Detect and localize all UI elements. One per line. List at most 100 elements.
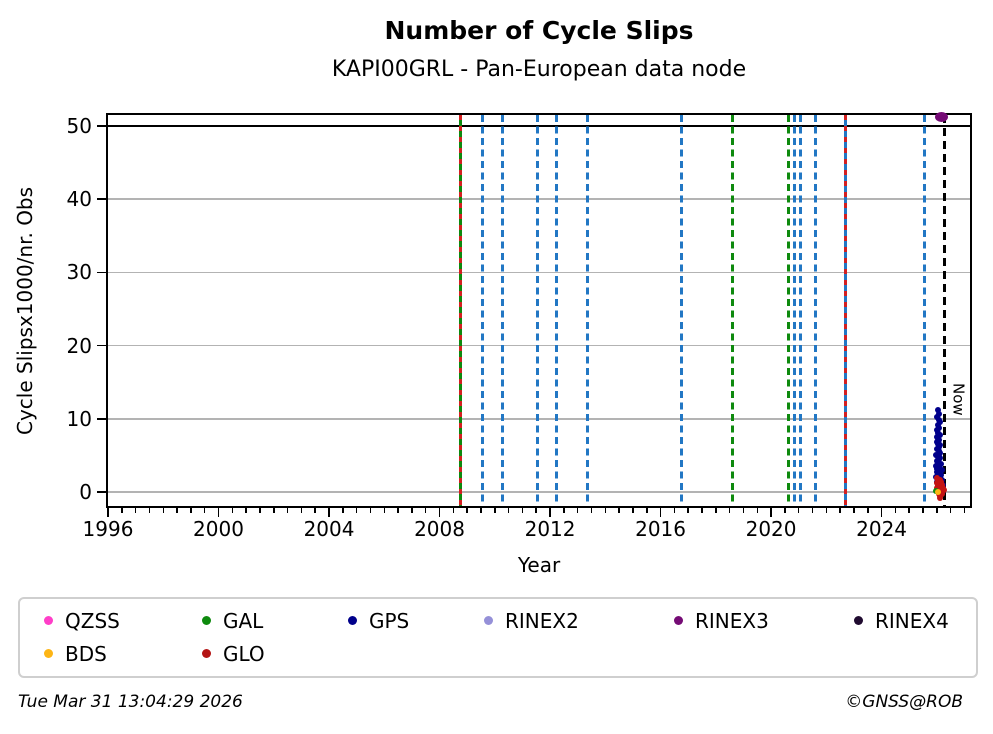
y-axis-tick — [97, 418, 106, 420]
x-axis-minor-tick — [742, 508, 745, 513]
x-axis-minor-tick — [203, 508, 206, 513]
y-axis-tick-label: 50 — [66, 113, 92, 138]
chart-title: Number of Cycle Slips — [384, 16, 694, 45]
legend-item-bds: BDS — [44, 642, 202, 666]
x-axis-minor-tick — [286, 508, 289, 513]
y-axis-tick-label: 20 — [66, 333, 92, 358]
legend-label: GAL — [223, 608, 264, 633]
x-axis-minor-tick — [853, 508, 855, 513]
x-axis-minor-tick — [936, 508, 938, 513]
gridline — [108, 418, 970, 420]
event-line — [922, 115, 926, 506]
x-axis-minor-tick — [715, 508, 717, 513]
event-line — [480, 115, 484, 506]
x-axis-minor-tick — [162, 508, 164, 513]
x-axis-tick-label: 2008 — [414, 517, 465, 541]
x-axis-tick-label: 2000 — [193, 517, 244, 541]
scatter-point-bds — [934, 488, 941, 495]
scatter-point-glo — [936, 494, 943, 501]
legend-item-gal: GAL — [202, 609, 348, 633]
x-axis-minor-tick — [867, 508, 869, 513]
x-axis-minor-tick — [908, 508, 910, 513]
legend-dot-gal — [202, 616, 211, 625]
x-axis-minor-tick — [521, 508, 524, 513]
x-axis-major-tick — [438, 508, 441, 517]
x-axis-minor-tick — [494, 508, 496, 513]
scatter-point-gps — [937, 471, 944, 478]
x-axis-minor-tick — [618, 508, 620, 513]
event-line — [792, 115, 796, 506]
legend-label: QZSS — [65, 608, 120, 633]
x-axis-minor-tick — [452, 508, 455, 513]
legend-item-rinex3: RINEX3 — [674, 609, 854, 633]
legend-dot-rinex2 — [484, 616, 493, 625]
legend-label: RINEX4 — [875, 608, 949, 633]
x-axis-minor-tick — [632, 508, 634, 513]
x-axis-minor-tick — [480, 508, 482, 513]
x-axis-minor-tick — [134, 508, 137, 513]
legend-label: BDS — [65, 641, 107, 666]
x-axis-minor-tick — [590, 508, 593, 513]
x-axis-minor-tick — [825, 508, 828, 513]
legend-dot-qzss — [44, 616, 53, 625]
x-axis-minor-tick — [576, 508, 579, 513]
event-line — [786, 115, 790, 506]
x-axis-minor-tick — [245, 508, 247, 513]
x-axis-minor-tick — [259, 508, 261, 513]
x-axis-tick-label: 1996 — [82, 517, 134, 541]
x-axis-minor-tick — [424, 508, 427, 513]
scatter-point-gps — [936, 450, 943, 457]
x-axis-minor-tick — [894, 508, 897, 513]
legend-label: GLO — [223, 641, 265, 666]
x-axis-minor-tick — [535, 508, 537, 513]
y-axis-tick-label: 0 — [79, 480, 92, 505]
legend-label: GPS — [369, 608, 410, 633]
legend-dot-glo — [202, 649, 211, 658]
x-axis-major-tick — [659, 508, 662, 517]
scatter-point-rinex3 — [934, 112, 948, 123]
event-line — [535, 115, 539, 506]
x-axis-major-tick — [107, 508, 109, 517]
x-axis-minor-tick — [922, 508, 924, 513]
legend-dot-bds — [44, 649, 53, 658]
x-axis-minor-tick — [949, 508, 952, 513]
scatter-point-gps — [936, 410, 943, 417]
y-axis-tick — [97, 271, 106, 274]
y-axis-tick — [97, 125, 106, 127]
x-axis-minor-tick — [963, 508, 966, 513]
scatter-point-gps — [937, 460, 944, 467]
x-axis-minor-tick — [728, 508, 731, 513]
gridline — [108, 271, 970, 274]
x-axis-major-tick — [217, 508, 220, 517]
scatter-point-gps — [938, 467, 945, 474]
x-axis-major-tick — [880, 508, 883, 517]
x-axis-minor-tick — [355, 508, 358, 513]
legend-item-qzss: QZSS — [44, 609, 202, 633]
x-axis-minor-tick — [701, 508, 703, 513]
x-axis-major-tick — [328, 508, 330, 517]
y-axis-tick-label: 30 — [66, 260, 92, 285]
x-axis-title: Year — [517, 553, 561, 577]
x-axis-minor-tick — [839, 508, 841, 513]
x-axis-minor-tick — [369, 508, 372, 513]
legend-label: RINEX2 — [505, 608, 579, 633]
event-line-overlay — [459, 115, 463, 506]
chart-subtitle: KAPI00GRL - Pan-European data node — [331, 57, 747, 82]
legend-dot-rinex4 — [854, 616, 863, 625]
y-axis-title: Cycle Slipsx1000/nr. Obs — [13, 186, 37, 435]
x-axis-minor-tick — [300, 508, 303, 513]
x-axis-minor-tick — [646, 508, 648, 513]
legend-item-glo: GLO — [202, 642, 348, 666]
x-axis-minor-tick — [507, 508, 510, 513]
scatter-point-glo — [940, 486, 947, 493]
legend-item-rinex4: RINEX4 — [854, 609, 976, 633]
scatter-point-glo — [938, 490, 945, 497]
x-axis-minor-tick — [784, 508, 786, 513]
x-axis-minor-tick — [314, 508, 316, 513]
x-axis-minor-tick — [190, 508, 192, 513]
copyright: ©GNSS@ROB — [845, 692, 963, 712]
x-axis-minor-tick — [342, 508, 344, 513]
x-axis-minor-tick — [383, 508, 386, 513]
x-axis-tick-label: 2024 — [856, 517, 908, 541]
